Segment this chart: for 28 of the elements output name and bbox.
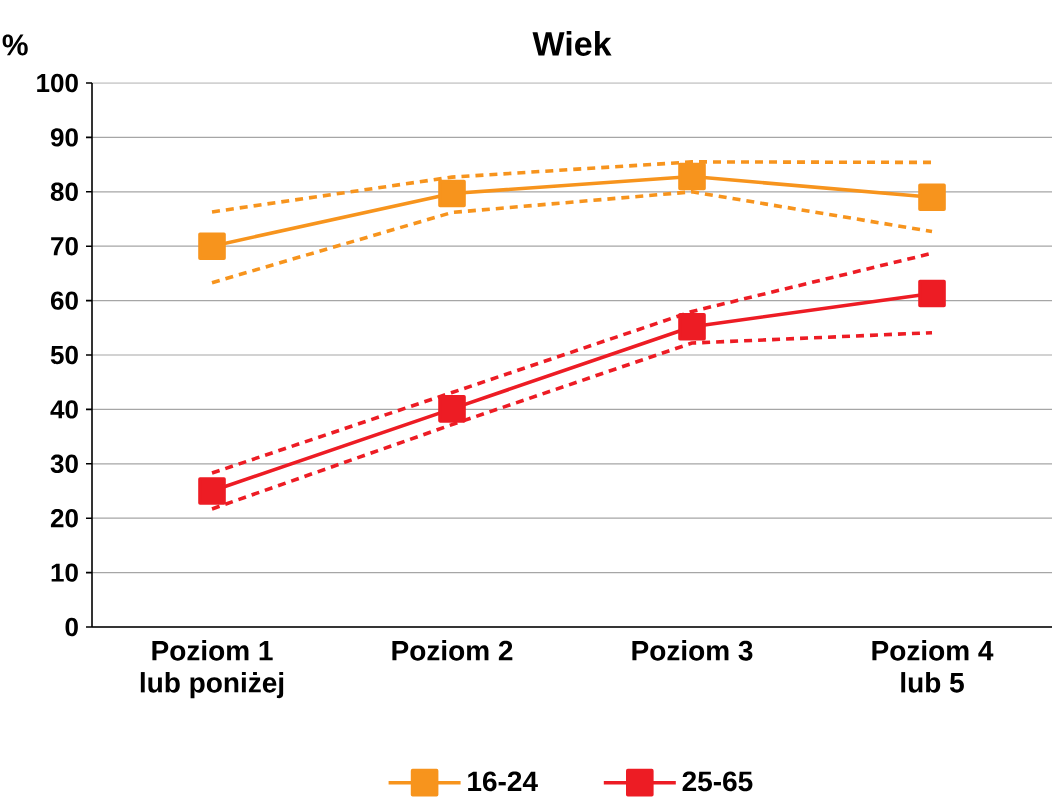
- point: [678, 312, 706, 341]
- legend-label: 25-65: [682, 771, 753, 792]
- point: [918, 183, 946, 212]
- chart-title: Wiek: [532, 30, 612, 56]
- x-tick-label: Poziom 4 lub 5: [872, 640, 994, 693]
- y-tick-label: 80: [50, 182, 78, 201]
- point: [438, 179, 466, 208]
- y-tick-label: 70: [51, 236, 78, 256]
- y-tick-label: 0: [65, 617, 78, 637]
- y-tick-label: 90: [50, 128, 78, 147]
- legend-label: 16-24: [468, 771, 538, 792]
- x-tick-label: Poziom 1 lub poniżej: [140, 640, 284, 699]
- y-tick-label: 10: [51, 563, 78, 582]
- point: [918, 279, 946, 308]
- line-series: [210, 160, 934, 214]
- y-axis-title: %: [2, 34, 28, 56]
- y-tick-label: 20: [50, 508, 78, 528]
- point: [198, 232, 226, 260]
- x-tick-label: Poziom 3: [632, 640, 753, 661]
- point: [438, 395, 466, 423]
- point: [198, 477, 226, 505]
- y-tick-label: 40: [50, 400, 78, 419]
- y-tick-label: 100: [37, 73, 78, 93]
- x-tick-label: Poziom 2: [392, 640, 513, 661]
- y-tick-label: 30: [50, 454, 78, 474]
- y-tick-label: 60: [50, 291, 78, 310]
- point: [678, 162, 706, 191]
- y-tick-label: 50: [50, 345, 78, 365]
